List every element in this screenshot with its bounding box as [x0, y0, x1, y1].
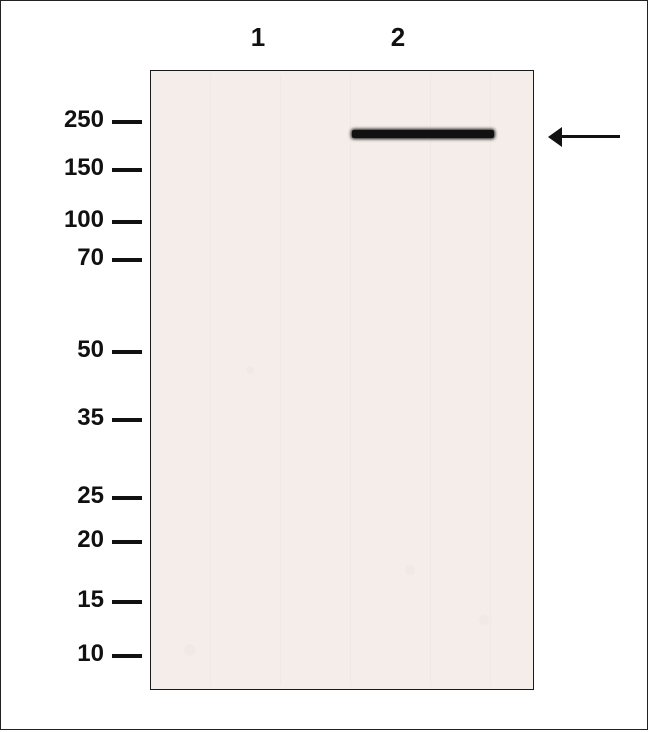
mw-tick	[112, 120, 142, 124]
mw-label: 20	[0, 526, 104, 554]
blot-speckle	[246, 366, 254, 374]
blot-speckle	[479, 615, 489, 625]
mw-tick	[112, 418, 142, 422]
mw-label: 50	[0, 336, 104, 364]
mw-tick	[112, 168, 142, 172]
lane-label-1: 1	[243, 22, 273, 53]
mw-label: 100	[0, 206, 104, 234]
mw-tick	[112, 220, 142, 224]
mw-label: 150	[0, 154, 104, 182]
blot-texture-line	[210, 74, 211, 686]
figure-stage: 1 2 250 150 100 70 50 35 25 20 15 10	[0, 0, 650, 732]
mw-label: 15	[0, 586, 104, 614]
mw-label: 250	[0, 106, 104, 134]
mw-tick	[112, 258, 142, 262]
mw-tick	[112, 600, 142, 604]
mw-label: 10	[0, 640, 104, 668]
blot-speckle	[405, 565, 415, 575]
mw-label: 35	[0, 404, 104, 432]
blot-texture-line	[280, 74, 281, 686]
mw-tick	[112, 540, 142, 544]
mw-tick	[112, 654, 142, 658]
mw-label: 25	[0, 482, 104, 510]
mw-label: 70	[0, 244, 104, 272]
blot-texture-line	[430, 74, 431, 686]
mw-tick	[112, 496, 142, 500]
blot-band	[352, 130, 494, 138]
blot-texture-line	[350, 74, 351, 686]
blot-border	[150, 70, 534, 690]
blot-texture-line	[490, 74, 491, 686]
blot-speckle	[184, 644, 196, 656]
arrow-icon	[548, 127, 562, 147]
arrow-shaft	[562, 135, 620, 138]
mw-tick	[112, 350, 142, 354]
lane-label-2: 2	[383, 22, 413, 53]
